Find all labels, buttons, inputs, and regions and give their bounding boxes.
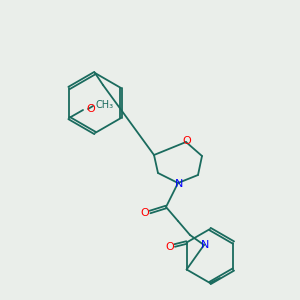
Text: O: O [165,242,174,253]
Text: O: O [183,136,191,146]
Text: CH₃: CH₃ [95,100,113,110]
Text: N: N [175,179,183,189]
Text: O: O [86,104,95,114]
Text: N: N [201,240,209,250]
Text: O: O [141,208,149,218]
